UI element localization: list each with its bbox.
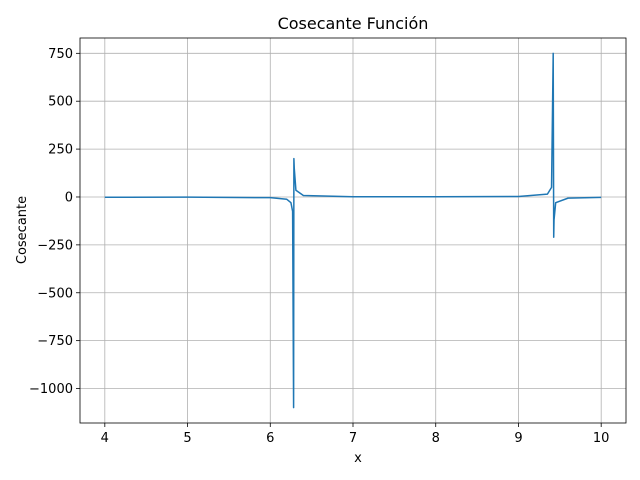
y-tick-label: 0 <box>65 190 73 205</box>
plot-series <box>104 52 602 409</box>
y-tick-label: −1000 <box>29 382 73 397</box>
x-axis-label: x <box>354 451 362 466</box>
chart-title: Cosecante Función <box>278 14 429 33</box>
y-axis-ticks: −1000 −750 −500 −250 0 250 500 750 <box>29 47 80 397</box>
x-axis-ticks: 4 5 6 7 8 9 10 <box>101 423 610 446</box>
x-tick-label: 8 <box>432 431 440 446</box>
x-tick-label: 6 <box>266 431 274 446</box>
y-tick-label: 500 <box>48 95 73 110</box>
x-tick-label: 4 <box>101 431 109 446</box>
y-tick-label: −750 <box>37 334 73 349</box>
y-tick-label: 750 <box>48 47 73 62</box>
y-tick-label: −500 <box>37 286 73 301</box>
x-tick-label: 7 <box>349 431 357 446</box>
series-line-csc <box>104 52 602 409</box>
x-tick-label: 10 <box>593 431 610 446</box>
x-tick-label: 5 <box>183 431 191 446</box>
x-tick-label: 9 <box>514 431 522 446</box>
y-axis-label: Cosecante <box>15 196 30 264</box>
y-tick-label: 250 <box>48 143 73 158</box>
y-tick-label: −250 <box>37 238 73 253</box>
